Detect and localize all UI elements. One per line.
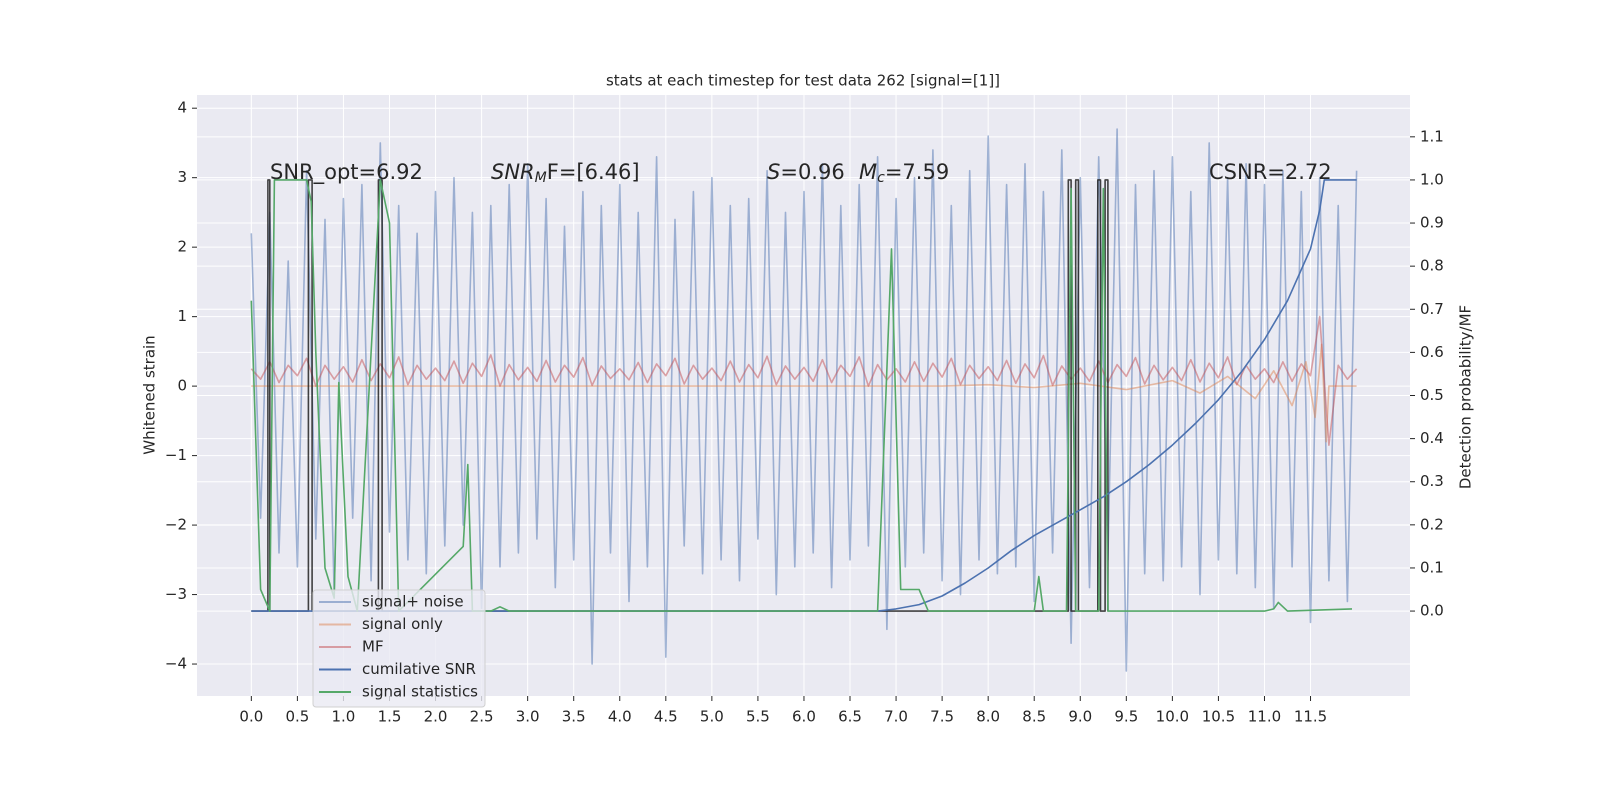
x-tick-label: 2.5: [470, 708, 494, 726]
annotation: CSNR=2.72: [1209, 160, 1332, 184]
x-tick-label: 4.5: [654, 708, 678, 726]
y2-tick-label: 0.2: [1420, 515, 1444, 533]
annotation-part: S: [767, 160, 780, 184]
x-tick-label: 6.5: [838, 708, 862, 726]
y-tick-label: −3: [165, 585, 187, 603]
annotation-part: M: [535, 170, 547, 186]
series-line: [250, 128, 1358, 672]
chart-title: stats at each timestep for test data 262…: [606, 72, 1000, 90]
y-tick-label: 3: [177, 168, 187, 186]
y-tick-label: 1: [177, 307, 187, 325]
legend-label: cumilative SNR: [362, 660, 476, 678]
series-line: [251, 179, 1357, 612]
annotation-part: SNR: [491, 160, 535, 184]
y2-tick-label: 1.0: [1420, 170, 1444, 188]
y-tick-label: −2: [165, 516, 187, 534]
x-tick-label: 5.0: [700, 708, 724, 726]
annotation: SNRMF=[6.46]: [491, 160, 640, 186]
x-tick-label: 3.0: [516, 708, 540, 726]
x-tick-label: 11.5: [1294, 708, 1327, 726]
x-tick-label: 2.0: [424, 708, 448, 726]
y2-tick-label: 1.1: [1420, 127, 1444, 145]
annotation-part: c: [877, 170, 885, 186]
x-tick-label: 9.0: [1068, 708, 1092, 726]
x-tick-label: 8.0: [976, 708, 1000, 726]
annotation: Mc=7.59: [859, 160, 949, 186]
x-tick-label: 7.0: [884, 708, 908, 726]
x-tick-label: 5.5: [746, 708, 770, 726]
x-tick-label: 9.5: [1114, 708, 1138, 726]
x-tick-label: 10.5: [1202, 708, 1235, 726]
legend-label: signal statistics: [362, 683, 478, 701]
x-tick-label: 0.0: [239, 708, 263, 726]
y2-tick-label: 0.1: [1420, 558, 1444, 576]
legend-label: MF: [362, 638, 384, 656]
annotation-part: =7.59: [885, 160, 949, 184]
x-tick-label: 11.0: [1248, 708, 1281, 726]
legend-box: [312, 589, 486, 708]
series-line: [250, 179, 1353, 612]
y-tick-label: 0: [177, 377, 187, 395]
x-tick-label: 3.5: [562, 708, 586, 726]
series-line: [250, 315, 1358, 447]
x-tick-label: 1.5: [378, 708, 402, 726]
y-tick-label: −1: [165, 446, 187, 464]
annotation-part: M: [859, 160, 877, 184]
y-tick-label: 4: [177, 99, 187, 117]
y2-tick-label: 0.8: [1420, 257, 1444, 275]
y2-axis-label: Detection probability/MF: [1457, 305, 1475, 489]
y2-tick-label: 0.7: [1420, 300, 1444, 318]
legend-label: signal+ noise: [362, 593, 464, 611]
y2-tick-label: 0.5: [1420, 386, 1444, 404]
y2-tick-label: 0.0: [1420, 602, 1444, 620]
annotation: S=0.96: [767, 160, 845, 184]
x-tick-label: 8.5: [1022, 708, 1046, 726]
y-tick-label: 2: [177, 238, 187, 256]
annotation-part: CSNR=2.72: [1209, 160, 1332, 184]
x-tick-label: 10.0: [1156, 708, 1189, 726]
y-axis-label: Whitened strain: [141, 335, 159, 454]
y2-tick-label: 0.4: [1420, 429, 1444, 447]
x-tick-label: 7.5: [930, 708, 954, 726]
annotation-part: SNR_opt=6.92: [270, 160, 423, 185]
y2-tick-label: 0.6: [1420, 343, 1444, 361]
y2-tick-label: 0.3: [1420, 472, 1444, 490]
annotation-part: =0.96: [780, 160, 844, 184]
x-tick-label: 6.0: [792, 708, 816, 726]
y-tick-label: −4: [165, 655, 187, 673]
legend-label: signal only: [362, 615, 443, 633]
x-tick-label: 0.5: [285, 708, 309, 726]
y2-tick-label: 0.9: [1420, 214, 1444, 232]
x-tick-label: 1.0: [332, 708, 356, 726]
annotation: SNR_opt=6.92: [270, 160, 423, 185]
annotation-part: F=[6.46]: [547, 160, 640, 184]
x-tick-label: 4.0: [608, 708, 632, 726]
